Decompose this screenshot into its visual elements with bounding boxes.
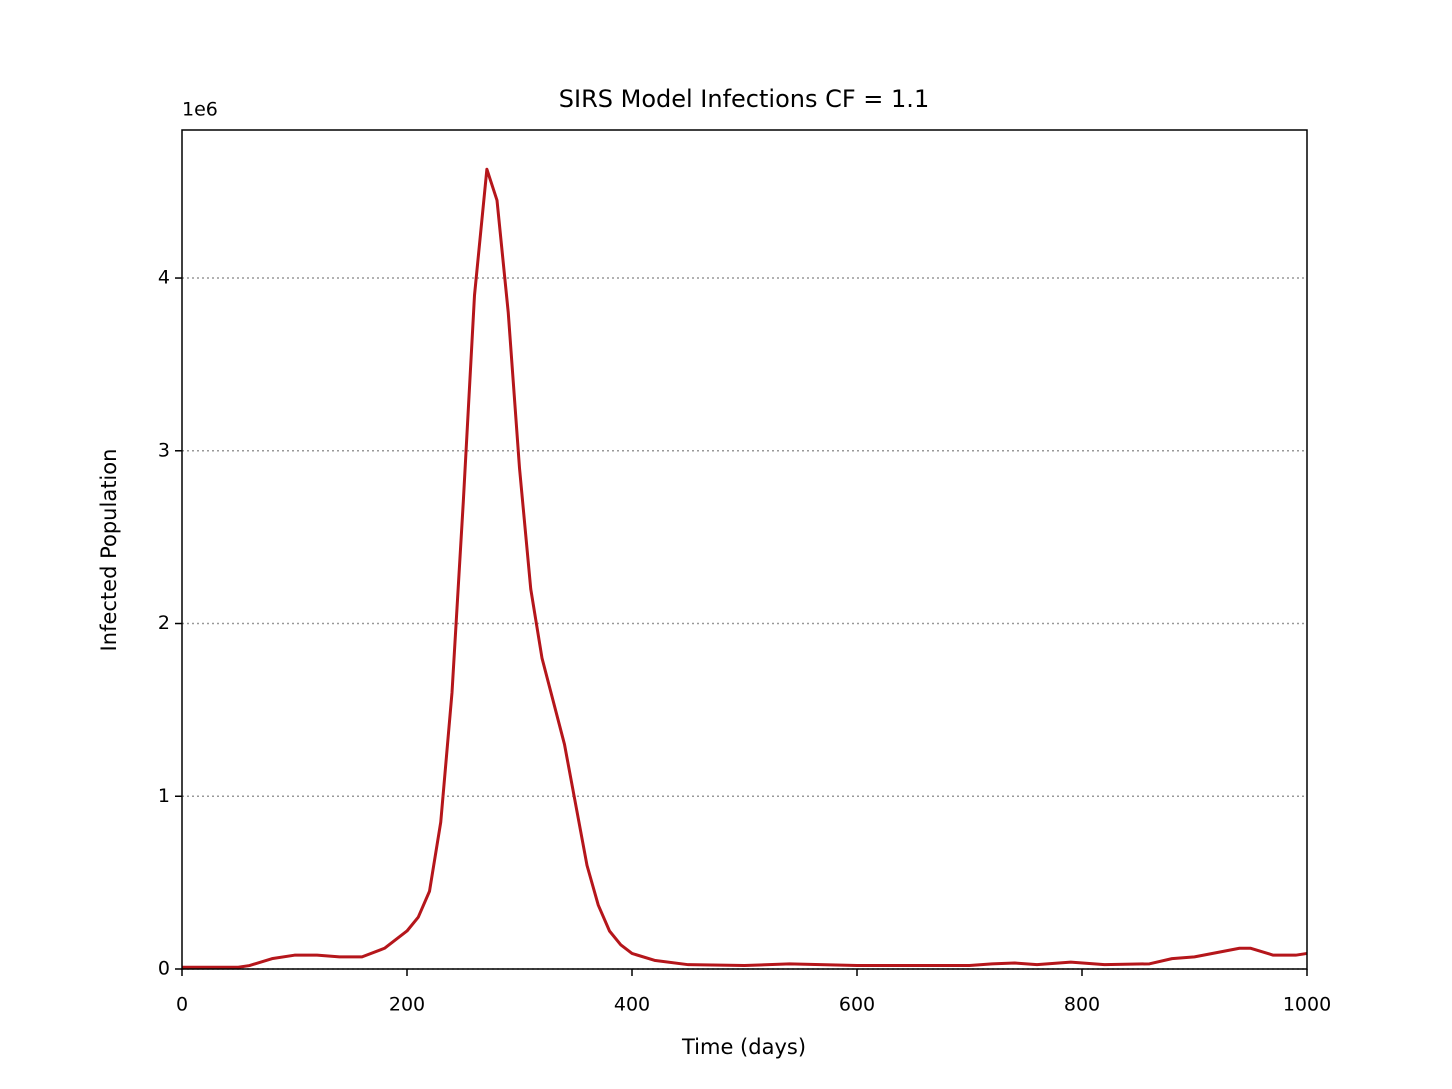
x-axis-label: Time (days) bbox=[681, 1035, 806, 1059]
y-tick-label: 2 bbox=[158, 612, 170, 634]
y-tick-label: 0 bbox=[158, 958, 170, 980]
x-tick-label: 600 bbox=[839, 994, 875, 1016]
x-tick-label: 800 bbox=[1064, 994, 1100, 1016]
y-offset-label: 1e6 bbox=[182, 99, 218, 121]
x-tick-label: 200 bbox=[389, 994, 425, 1016]
x-tick-label: 400 bbox=[614, 994, 650, 1016]
chart-title: SIRS Model Infections CF = 1.1 bbox=[559, 85, 929, 113]
y-tick-label: 4 bbox=[158, 267, 170, 289]
x-tick-label: 1000 bbox=[1283, 994, 1331, 1016]
data-line bbox=[182, 167, 1308, 969]
x-tick-label: 0 bbox=[176, 994, 188, 1016]
plot-frame bbox=[181, 129, 1308, 970]
y-tick-label: 1 bbox=[158, 785, 170, 807]
y-tick-label: 3 bbox=[158, 439, 170, 461]
y-axis-label: Infected Population bbox=[97, 449, 121, 652]
